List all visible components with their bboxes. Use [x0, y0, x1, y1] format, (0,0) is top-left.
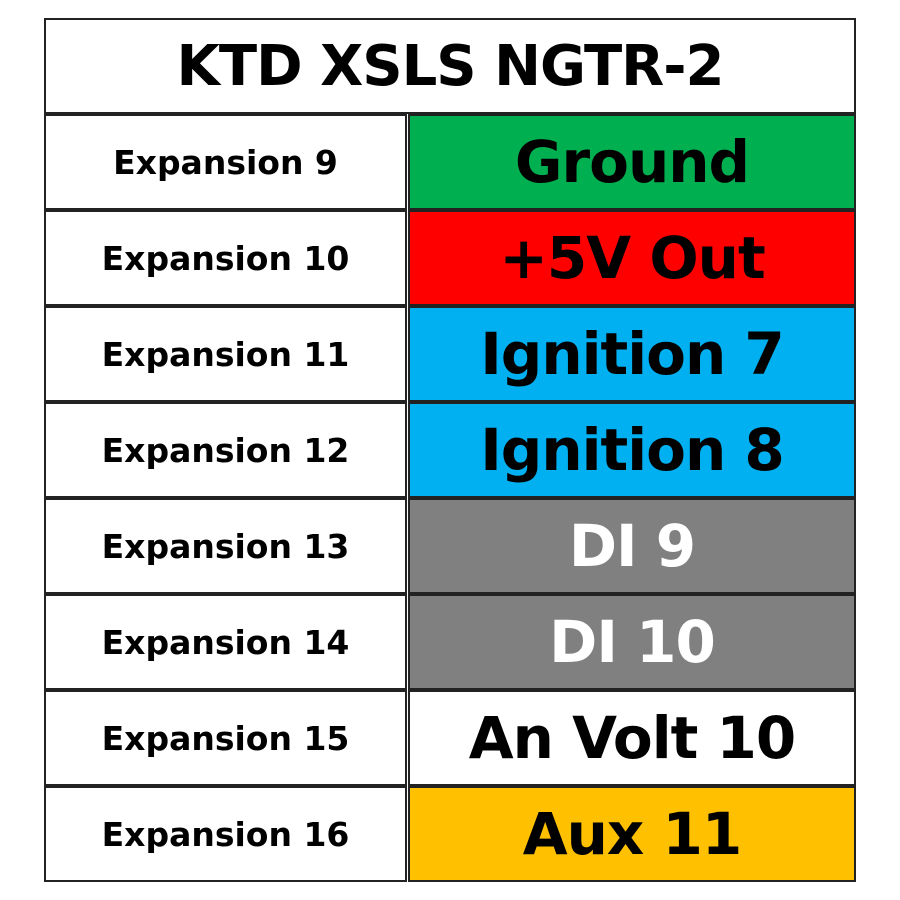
table-row: Expansion 9 Ground [44, 114, 856, 210]
function-cell: +5V Out [408, 210, 856, 306]
function-cell: Aux 11 [408, 786, 856, 882]
function-cell: An Volt 10 [408, 690, 856, 786]
pin-cell: Expansion 12 [44, 402, 407, 498]
pin-cell: Expansion 13 [44, 498, 407, 594]
function-cell: DI 9 [408, 498, 856, 594]
pin-cell: Expansion 14 [44, 594, 407, 690]
pin-cell: Expansion 16 [44, 786, 407, 882]
function-cell: Ground [408, 114, 856, 210]
function-cell: Ignition 7 [408, 306, 856, 402]
pin-cell: Expansion 9 [44, 114, 407, 210]
table-row: Expansion 12 Ignition 8 [44, 402, 856, 498]
function-cell: Ignition 8 [408, 402, 856, 498]
table-row: Expansion 10 +5V Out [44, 210, 856, 306]
table-row: Expansion 11 Ignition 7 [44, 306, 856, 402]
pin-cell: Expansion 15 [44, 690, 407, 786]
table-row: Expansion 16 Aux 11 [44, 786, 856, 882]
table-title: KTD XSLS NGTR-2 [44, 18, 856, 114]
pinout-table: Expansion 9 Ground Expansion 10 +5V Out Ex… [44, 114, 856, 882]
table-row: Expansion 14 DI 10 [44, 594, 856, 690]
pin-cell: Expansion 11 [44, 306, 407, 402]
pin-cell: Expansion 10 [44, 210, 407, 306]
function-cell: DI 10 [408, 594, 856, 690]
table-row: Expansion 15 An Volt 10 [44, 690, 856, 786]
table-row: Expansion 13 DI 9 [44, 498, 856, 594]
